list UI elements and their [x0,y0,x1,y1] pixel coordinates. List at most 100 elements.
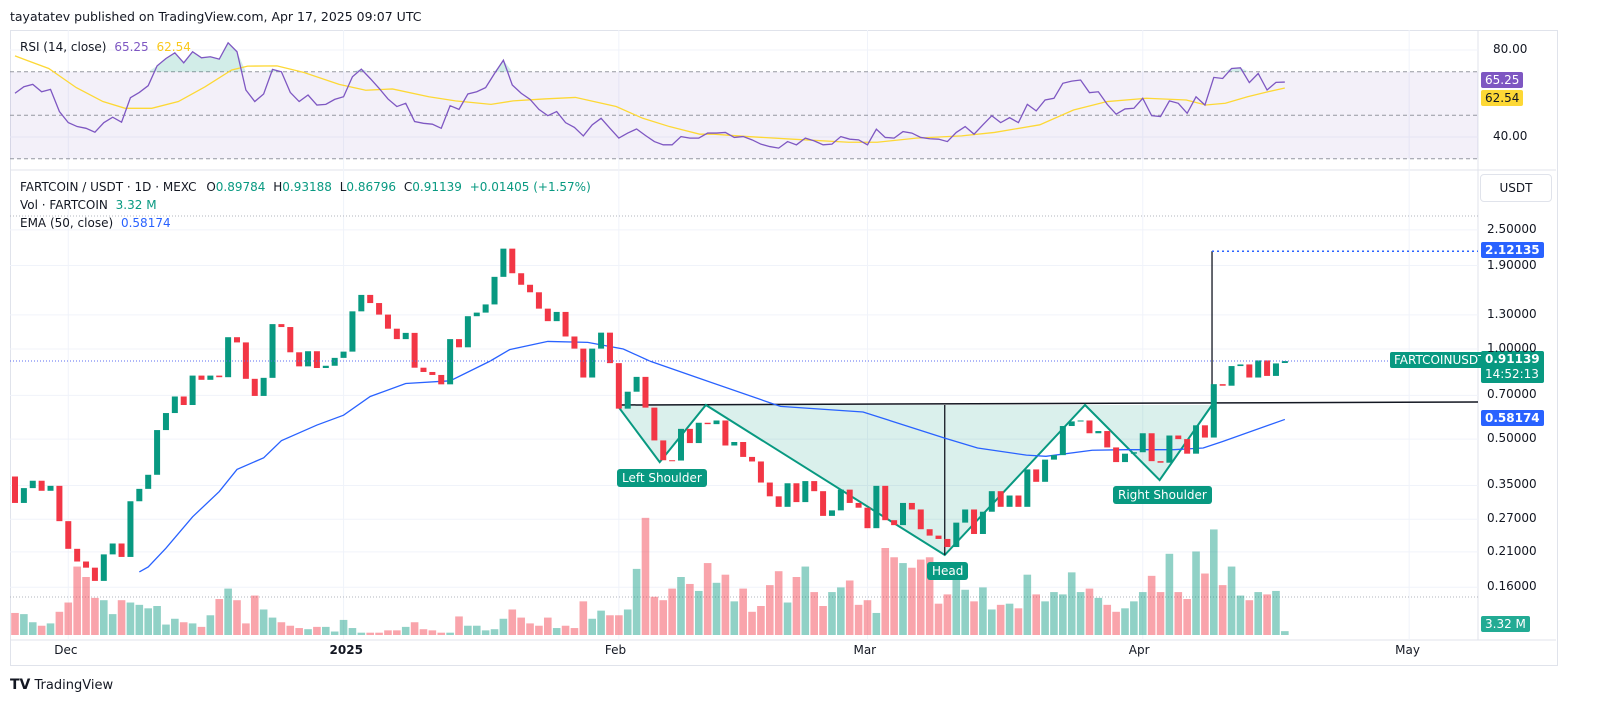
candle [29,480,36,489]
candle [1024,469,1031,507]
candle [83,561,90,568]
candle [1077,420,1084,422]
volume-bar [916,559,925,635]
volume-bar [757,606,765,635]
candle [278,324,285,328]
candle [1130,452,1137,454]
volume-bar [1201,573,1209,635]
rsi-legend[interactable]: RSI (14, close) 65.25 62.54 [20,40,191,54]
ema-legend[interactable]: EMA (50, close) 0.58174 [20,216,171,230]
volume-bar [455,616,463,635]
volume-bar [774,571,783,635]
candle [1166,435,1173,463]
volume-bar [250,595,259,635]
candle [606,332,613,364]
candle [136,488,143,502]
volume-bar [1165,553,1174,635]
volume-bar [668,588,676,635]
candle [358,294,365,312]
candle [1006,495,1013,507]
volume-bar [11,612,19,635]
candle [411,332,418,368]
volume-bar [277,622,286,635]
candle [908,502,915,510]
candle [669,460,676,462]
candle [873,485,880,529]
x-tick-label: 2025 [329,643,363,657]
candle [926,529,933,536]
volume-bar [357,632,366,635]
candle [1272,363,1279,376]
candle [553,311,560,322]
volume-bar [952,577,961,635]
volume-bar [881,548,890,635]
volume-bar [1112,611,1120,635]
volume-bar [384,630,392,635]
volume-bar [1005,603,1014,635]
low-label: L [339,180,347,194]
head-label[interactable]: Head [927,562,969,580]
candle [855,502,862,508]
volume-bar [561,625,570,635]
candle [935,535,942,539]
symbol-name: FARTCOIN / USDT · 1D · MEXC [20,180,197,194]
left-shoulder-label[interactable]: Left Shoulder [617,469,707,487]
volume-legend[interactable]: Vol · FARTCOIN 3.32 M [20,198,157,212]
close-label: C [403,180,413,194]
right-shoulder-label[interactable]: Right Shoulder [1113,486,1212,504]
candle [1086,420,1093,434]
volume-bar [499,618,508,635]
volume-bar [1094,597,1103,635]
y-tick-label: 0.50000 [1487,431,1537,446]
candle [376,303,383,315]
y-tick-label: 1.30000 [1487,306,1537,321]
candle [127,501,134,557]
y-tick-label: 1.90000 [1487,257,1537,272]
change-value: +0.01405 (+1.57%) [469,180,591,194]
candle [384,314,391,329]
currency-button[interactable]: USDT [1480,174,1552,202]
volume-bar [481,630,490,635]
candle [349,311,356,352]
volume-bar [464,625,472,635]
ema-50-line [139,340,1286,573]
candle [402,332,409,340]
volume-bar [472,625,481,635]
volume-bar [819,606,827,635]
candle [917,509,924,530]
volume-bar [28,622,37,635]
volume-bar [1174,592,1183,635]
volume-bar [37,625,46,635]
candle [1139,433,1146,453]
volume-bar [313,626,321,635]
candle [154,430,161,475]
candle [145,474,152,489]
volume-bar [677,577,685,635]
candle [580,348,587,378]
high-value: 0.93188 [282,180,332,194]
volume-bar [988,609,996,635]
x-tick-label: Apr [1128,643,1150,657]
chart-frame [10,30,1558,666]
volume-bar [446,632,454,635]
tradingview-logo[interactable]: 𝗧𝗩 TradingView [10,677,113,693]
volume-tag: 3.32 M [1481,616,1530,632]
candle [589,348,596,378]
volume-bar [508,609,517,635]
volume-bar [108,614,117,635]
candle [189,375,196,406]
candle [651,407,658,441]
candle [713,420,720,425]
volume-bar [286,625,295,635]
candle [1033,469,1040,482]
candle [322,365,329,369]
candle [464,316,471,348]
low-value: 0.86796 [346,180,397,194]
volume-bar [259,609,268,635]
candle [482,304,489,313]
candle [118,543,125,557]
volume-bar [1085,588,1094,635]
candle [1059,426,1066,456]
symbol-legend[interactable]: FARTCOIN / USDT · 1D · MEXC O0.89784 H0.… [20,180,591,194]
